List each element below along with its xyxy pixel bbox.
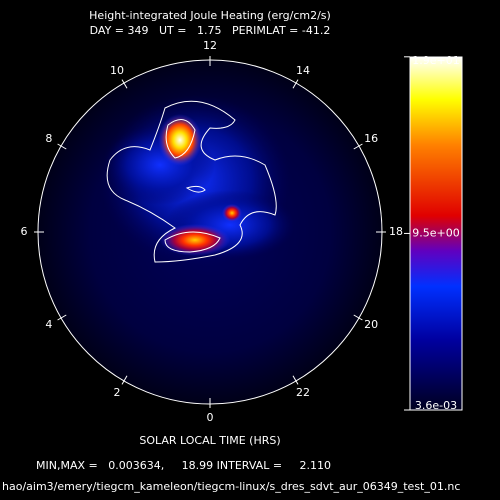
hour-tick [292, 79, 299, 89]
hour-tick-label: 4 [45, 318, 52, 331]
footer: MIN,MAX = 0.003634, 18.99 INTERVAL = 2.1… [36, 459, 331, 472]
hour-tick-label: 22 [296, 386, 310, 399]
chart-title: Height-integrated Joule Heating (erg/cm2… [89, 9, 331, 22]
contour [106, 100, 277, 263]
hour-tick [121, 375, 128, 385]
hour-tick [292, 375, 299, 385]
hour-tick-label: 14 [296, 64, 310, 77]
hour-tick-label: 8 [45, 132, 52, 145]
chart-subtitle: DAY = 349 UT = 1.75 PERIMLAT = -41.2 [90, 24, 331, 37]
field-peak [160, 224, 230, 256]
hour-tick-label: 18 [389, 225, 403, 238]
hour-tick [353, 143, 363, 150]
hour-tick-label: 12 [203, 39, 217, 52]
x-axis-label: SOLAR LOCAL TIME (HRS) [139, 434, 280, 447]
hour-tick-label: 2 [114, 386, 121, 399]
field [100, 95, 295, 265]
hour-tick-label: 20 [364, 318, 378, 331]
file-path: hao/aim3/emery/tiegcm_kameleon/tiegcm-li… [2, 480, 460, 493]
hour-tick-label: 0 [207, 411, 214, 424]
contour [165, 119, 196, 159]
field-peak [222, 204, 242, 222]
colorbar [409, 56, 463, 411]
hour-tick-label: 16 [364, 132, 378, 145]
hour-tick-label: 6 [21, 225, 28, 238]
colorbar-tick-label: 3.6e-03 [415, 399, 457, 412]
hour-tick [353, 314, 363, 321]
hour-tick [57, 143, 67, 150]
hour-tick-label: 10 [110, 64, 124, 77]
field-peak [158, 114, 202, 166]
colorbar-tick-label: 9.5e+00 [412, 226, 459, 239]
contour [185, 185, 206, 193]
contour [164, 231, 221, 253]
hour-tick [57, 314, 67, 321]
hour-tick [121, 79, 128, 89]
colorbar-tick-label: 1.9e+01 [412, 54, 459, 67]
